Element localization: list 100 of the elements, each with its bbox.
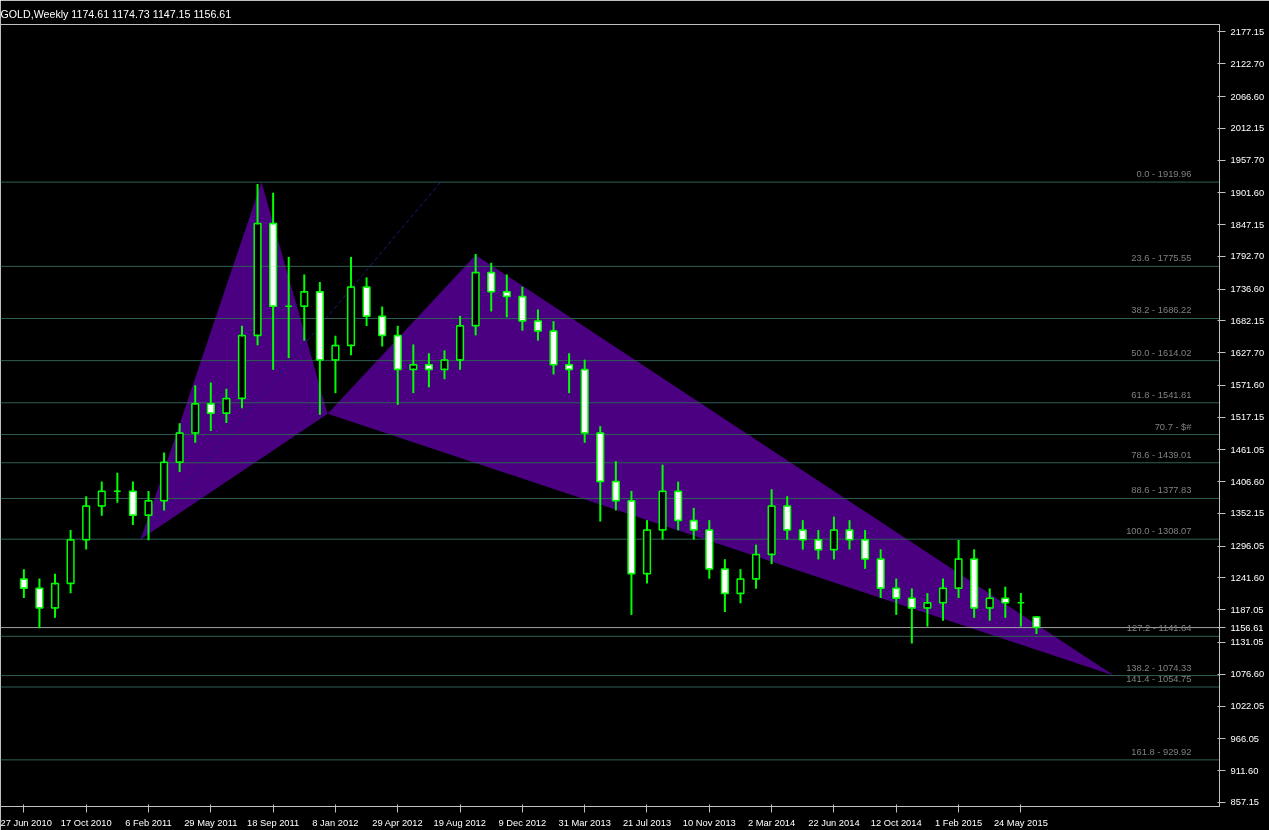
y-tick-label: 1296.05 <box>1230 541 1265 552</box>
y-tick-label: 1847.15 <box>1230 219 1265 230</box>
candlestick <box>798 520 807 550</box>
candlestick <box>440 350 449 380</box>
candlestick <box>892 578 901 615</box>
y-tick-label: 1241.60 <box>1230 572 1265 583</box>
annotation: 0.0 - 1919.96 <box>1136 169 1192 180</box>
candlestick <box>970 549 979 618</box>
candlestick <box>455 315 465 370</box>
y-tick-label: 857.15 <box>1230 797 1260 808</box>
y-tick-label: 1682.15 <box>1230 315 1265 326</box>
x-tick-label: 10 Nov 2013 <box>682 817 736 828</box>
y-tick-label: 2066.60 <box>1230 91 1265 102</box>
candlestick <box>315 282 324 415</box>
annotation: 50.0 - 1614.02 <box>1131 347 1192 358</box>
candlestick <box>845 520 854 550</box>
candlestick <box>596 426 605 522</box>
candlestick <box>876 549 885 598</box>
x-tick-label: 29 Apr 2012 <box>372 817 423 828</box>
candlestick <box>720 559 729 612</box>
annotation: 23.6 - 1775.55 <box>1131 253 1192 264</box>
annotation: 88.6 - 1377.83 <box>1131 485 1192 496</box>
candlestick <box>751 544 761 589</box>
candlestick <box>954 539 963 598</box>
annotation: 161.8 - 929.92 <box>1131 746 1192 757</box>
candlestick <box>783 496 792 540</box>
y-tick-label: 1352.15 <box>1230 508 1265 519</box>
annotation: 70.7 - $# <box>1154 421 1193 432</box>
candlestick <box>128 481 137 526</box>
x-tick-label: 21 Jul 2013 <box>622 817 672 828</box>
x-tick-label: 29 May 2011 <box>184 817 238 828</box>
candlestick <box>393 325 402 405</box>
candlestick <box>269 192 278 370</box>
y-tick-label: 1517.15 <box>1230 412 1265 423</box>
y-tick-label: 1156.61 <box>1230 622 1264 633</box>
x-tick-label: 8 Jan 2012 <box>312 817 359 828</box>
x-tick-label: 19 Aug 2012 <box>433 817 487 828</box>
candlestick <box>50 573 60 618</box>
x-tick-label: 31 Mar 2013 <box>558 817 611 828</box>
candlestick <box>19 569 28 598</box>
candlestick <box>82 496 91 550</box>
candlestick <box>580 359 589 443</box>
candlestick <box>938 578 948 621</box>
y-tick-label: 911.60 <box>1230 765 1259 776</box>
candlestick <box>689 507 698 540</box>
candlestick <box>518 286 527 331</box>
candlestick <box>159 452 169 511</box>
x-tick-label: 12 Oct 2014 <box>870 817 922 828</box>
x-tick-label: 18 Sep 2011 <box>247 817 300 828</box>
y-tick-label: 2122.70 <box>1230 58 1265 69</box>
y-tick-label: 966.05 <box>1230 733 1260 744</box>
y-tick-label: 1022.05 <box>1230 701 1265 712</box>
y-tick-label: 1901.60 <box>1230 187 1265 198</box>
candlestick <box>533 309 543 341</box>
x-tick-label: 2 Mar 2014 <box>748 817 796 828</box>
candlestick <box>191 385 200 443</box>
candlestick <box>346 256 356 356</box>
candlestick <box>674 481 683 531</box>
annotation: 100.0 - 1308.07 <box>1126 526 1192 537</box>
annotation: 78.6 - 1439.01 <box>1131 449 1192 460</box>
annotation: 61.8 - 1541.81 <box>1131 389 1192 400</box>
candlestick <box>861 530 870 569</box>
annotation: 138.2 - 1074.33 <box>1126 662 1192 673</box>
candlestick <box>206 382 215 432</box>
x-tick-label: 22 Jun 2014 <box>808 817 860 828</box>
candlestick <box>300 274 309 341</box>
y-tick-label: 2177.15 <box>1230 27 1265 37</box>
candlestick <box>658 464 667 540</box>
candlestick <box>767 489 776 565</box>
candlestick <box>549 321 558 375</box>
y-tick-label: 2012.15 <box>1230 123 1265 134</box>
x-tick-label: 24 May 2015 <box>993 817 1048 828</box>
x-tick-label: 27 Jun 2010 <box>0 817 52 828</box>
y-tick-label: 1627.70 <box>1230 347 1265 358</box>
x-tick-label: 17 Oct 2010 <box>60 817 112 828</box>
candlestick <box>985 588 994 621</box>
candlestick <box>611 461 620 511</box>
candlestick <box>66 530 75 594</box>
candlestick <box>487 262 496 312</box>
candlestick <box>237 325 247 409</box>
candlestick <box>705 520 714 579</box>
candlestick <box>362 277 371 327</box>
y-tick-label: 1131.05 <box>1230 637 1264 648</box>
y-tick-label: 1792.70 <box>1230 251 1265 262</box>
y-tick-label: 1187.05 <box>1230 604 1264 615</box>
candlestick <box>222 388 231 423</box>
y-tick-label: 1076.60 <box>1230 669 1265 680</box>
candlestick <box>331 335 340 394</box>
y-tick-label: 1461.05 <box>1230 444 1265 455</box>
x-tick-label: 9 Dec 2012 <box>498 817 547 828</box>
x-tick-label: 1 Feb 2015 <box>934 817 983 828</box>
candlestick <box>144 490 153 541</box>
chart-title: GOLD,Weekly 1174.61 1174.73 1147.15 1156.61 <box>0 7 232 20</box>
y-tick-label: 1957.70 <box>1230 155 1265 166</box>
candlestick <box>736 569 745 604</box>
candlestick <box>642 520 652 584</box>
candlestick <box>175 423 184 472</box>
x-tick-label: 6 Feb 2011 <box>125 817 172 828</box>
candlestick <box>829 516 839 560</box>
candlestick <box>471 254 480 336</box>
